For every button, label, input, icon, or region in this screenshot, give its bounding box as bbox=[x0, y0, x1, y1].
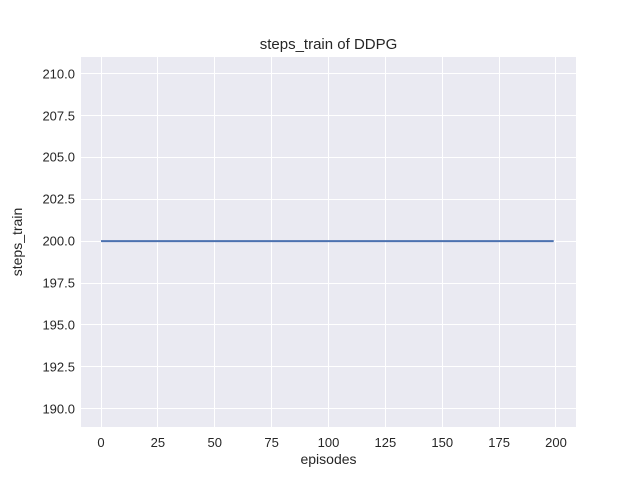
x-tick-label: 75 bbox=[264, 435, 279, 450]
x-tick-label: 0 bbox=[97, 435, 105, 450]
gridline-horizontal bbox=[81, 282, 576, 284]
x-tick-label: 25 bbox=[150, 435, 166, 450]
gridline-horizontal bbox=[81, 156, 576, 158]
series-plot bbox=[101, 240, 554, 243]
x-tick-label: 100 bbox=[317, 435, 340, 450]
gridline-horizontal bbox=[81, 408, 576, 410]
x-tick-label: 150 bbox=[431, 435, 454, 450]
y-tick-label: 190.0 bbox=[42, 401, 75, 417]
gridline-horizontal bbox=[81, 73, 576, 75]
y-tick-label: 202.5 bbox=[42, 191, 75, 207]
y-tick-label: 200.0 bbox=[42, 233, 75, 249]
x-tick-label: 175 bbox=[488, 435, 510, 450]
chart-title: steps_train of DDPG bbox=[259, 36, 398, 53]
x-axis-label: episodes bbox=[300, 451, 357, 467]
x-tick-label: 200 bbox=[545, 435, 567, 450]
gridline-horizontal bbox=[81, 198, 576, 200]
plot-area bbox=[81, 57, 576, 427]
x-tick-label: 50 bbox=[207, 435, 222, 450]
y-tick-label: 197.5 bbox=[42, 275, 75, 291]
gridline-horizontal bbox=[81, 115, 576, 117]
gridline-horizontal bbox=[81, 366, 576, 368]
gridline-vertical bbox=[555, 57, 557, 427]
y-tick-label: 195.0 bbox=[42, 317, 75, 333]
y-tick-label: 205.0 bbox=[42, 149, 75, 165]
gridline-vertical bbox=[100, 57, 102, 427]
x-tick-label: 125 bbox=[374, 435, 397, 450]
y-tick-label: 210.0 bbox=[42, 66, 75, 82]
y-tick-label: 192.5 bbox=[42, 359, 75, 375]
gridline-horizontal bbox=[81, 324, 576, 326]
y-tick-label: 207.5 bbox=[42, 108, 75, 124]
